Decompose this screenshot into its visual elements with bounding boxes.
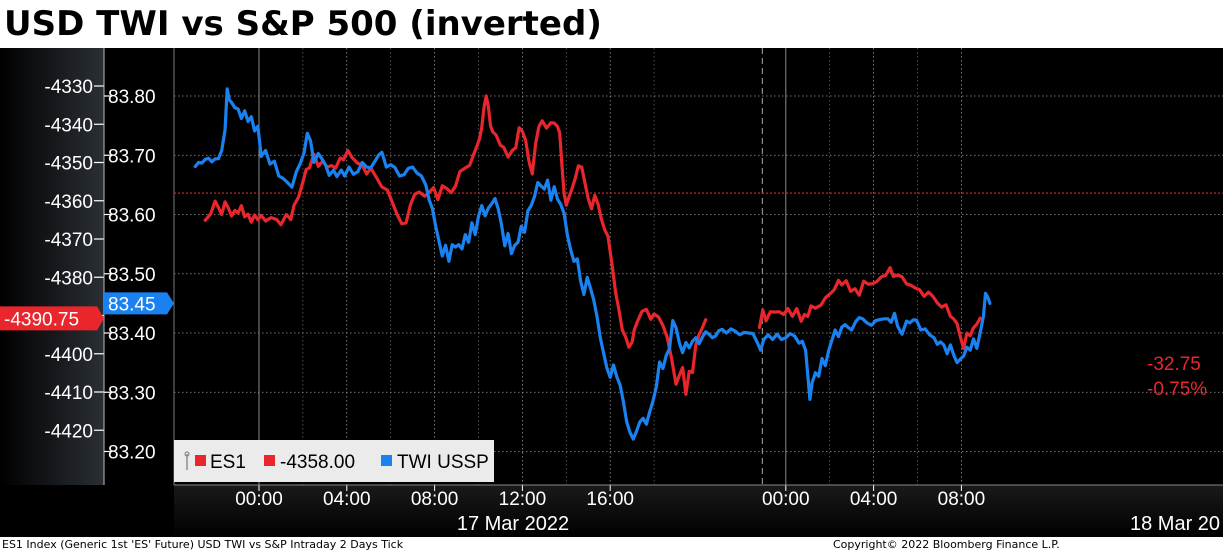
series-line-twi-ussp [193,87,992,441]
x-day-label: 17 Mar 2022 [457,513,569,535]
y-tick-label-sp500: -4420 [44,421,93,442]
x-tick-label: 00:00 [235,489,283,510]
legend-label-twi: TWI USSP [397,452,489,473]
y-tick-label-twi: 83.20 [108,443,156,464]
footer-source: ES1 Index (Generic 1st 'ES' Future) USD … [2,538,404,551]
legend-box [174,440,494,482]
y-tick-label-twi: 83.50 [108,265,156,286]
y-tick-label-twi: 83.40 [108,324,156,345]
es1-last-value-badge [0,306,104,331]
legend-label-ref: -4358.00 [280,452,355,473]
x-tick-label: 00:00 [762,489,810,510]
y-tick-label-twi: 83.30 [108,383,156,404]
series-line-es1 [203,94,982,396]
series-layer [193,87,992,441]
legend: ES1 -4358.00 TWI USSP [174,440,494,482]
es1-last-value-text: -4390.75 [4,309,79,330]
twi-last-value-badge [104,292,174,315]
value-badges: 83.45 -4390.75 -32.75 -0.75% [0,292,1207,400]
plot-area [174,48,1223,485]
y-axis-sp500: -4330-4340-4350-4360-4370-4380-4390-4400… [44,48,105,485]
inner-y-axis-panel [104,48,174,485]
x-tick-label: 04:00 [323,489,371,510]
chart-title: USD TWI vs S&P 500 (inverted) [4,4,602,44]
x-tick-label: 12:00 [499,489,547,510]
x-axis: 00:00 04:00 08:00 12:00 16:00 00:00 04:00 08:00… [174,484,1223,535]
y-tick-label-sp500: -4360 [44,192,93,213]
x-tick-label: 08:00 [938,489,986,510]
legend-pin-icon-head [184,451,190,457]
legend-label-es1: ES1 [210,452,246,473]
x-tick-label: 16:00 [586,489,634,510]
y-tick-label-twi: 83.70 [108,146,156,167]
x-axis-panel [174,485,1223,537]
y-tick-label-sp500: -4350 [44,154,93,175]
es1-change-points: -32.75 [1147,354,1201,375]
y-tick-label-twi: 83.80 [108,87,156,108]
y-tick-label-sp500: -4330 [44,77,93,98]
y-axis-twi: 83.80 83.70 83.60 83.50 83.40 83.30 83.20 [104,87,156,464]
y-tick-label-sp500: -4400 [44,345,93,366]
x-axis-corner [0,485,174,537]
y-tick-label-sp500: -4410 [44,383,93,404]
legend-swatch-es1 [195,455,206,466]
legend-swatch-ref [264,455,275,466]
es1-change-percent: -0.75% [1147,379,1207,400]
footer: ES1 Index (Generic 1st 'ES' Future) USD … [0,537,1223,553]
twi-last-value-text: 83.45 [108,294,156,315]
y-tick-label-sp500: -4380 [44,268,93,289]
y-tick-label-sp500: -4370 [44,230,93,251]
x-tick-label: 04:00 [850,489,898,510]
x-tick-label: 08:00 [411,489,459,510]
legend-swatch-twi [381,455,392,466]
y-tick-label-sp500: -4340 [44,115,93,136]
y-tick-label-twi: 83.60 [108,206,156,227]
footer-copyright: Copyright© 2022 Bloomberg Finance L.P. [833,538,1060,551]
outer-y-axis-panel [0,48,104,537]
x-day-label: 18 Mar 20 [1130,513,1220,535]
chart-svg: 00:00 04:00 08:00 12:00 16:00 00:00 04:00 08:00… [0,48,1223,537]
